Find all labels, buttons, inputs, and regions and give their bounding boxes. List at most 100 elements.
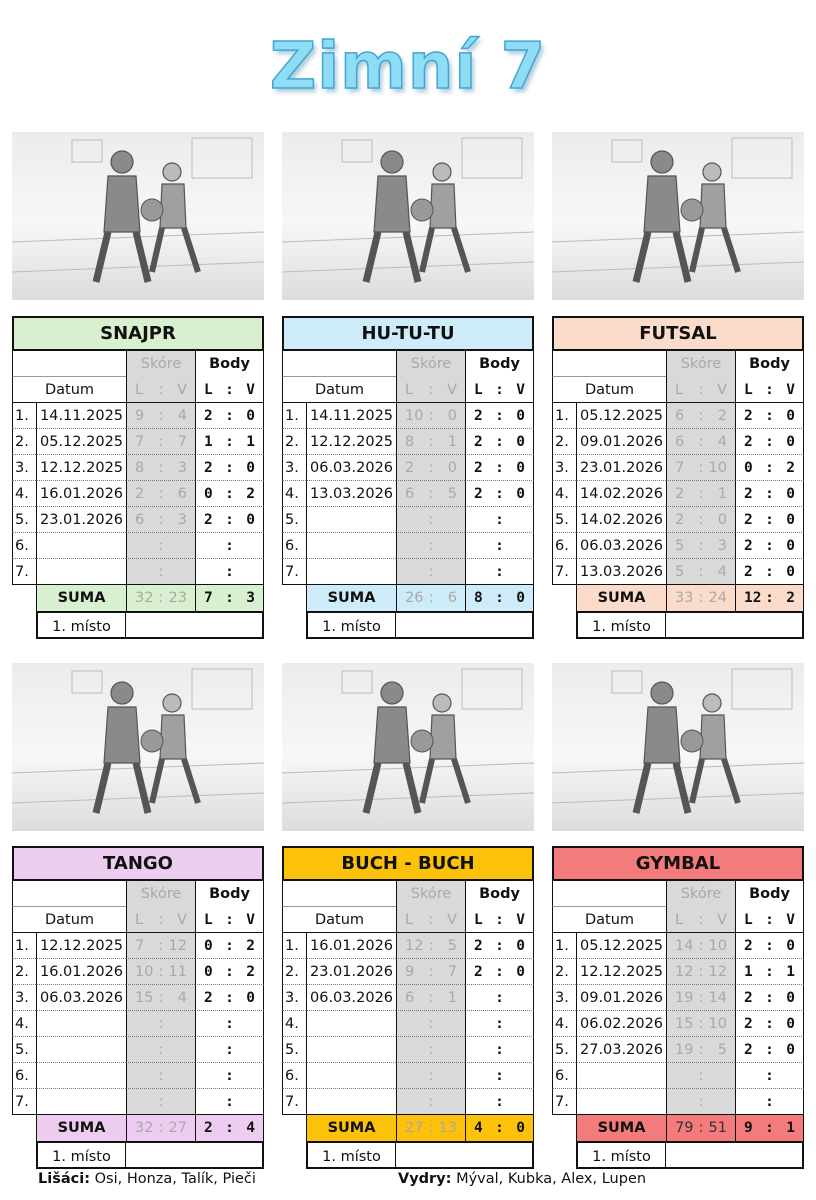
sum-score: 32:23	[126, 585, 195, 611]
left-value: 2	[474, 408, 483, 424]
left-value: 6	[135, 512, 145, 528]
row-date: 23.01.2026	[576, 455, 666, 481]
row-score: 12:12	[666, 959, 735, 985]
right-value: V	[447, 382, 457, 398]
separator: :	[158, 434, 164, 450]
score-header: Skóre	[666, 351, 735, 377]
right-value	[507, 559, 525, 584]
sum-points: 8:0	[465, 585, 534, 611]
left-value: 2	[744, 938, 753, 954]
separator: :	[698, 382, 704, 398]
left-value: 0	[744, 460, 753, 476]
left-value: 0	[204, 938, 213, 954]
right-value	[507, 1063, 525, 1088]
separator: :	[698, 408, 704, 424]
right-value: 5	[717, 1042, 727, 1058]
separator: :	[495, 990, 504, 1006]
sketch-image-boy-holding-ball	[12, 132, 264, 300]
row-score: 8:1	[396, 429, 465, 455]
row-date	[306, 559, 396, 585]
row-score: :	[126, 1063, 195, 1089]
sketch-image-boy-dribbling-ball	[12, 663, 264, 831]
left-value	[405, 1037, 423, 1062]
score-lv-header: L: V	[126, 907, 195, 933]
separator: :	[765, 408, 774, 424]
separator: :	[428, 512, 434, 528]
sketch-image-boys-playing-futsal	[552, 132, 804, 300]
sum-score: 79:51	[666, 1115, 735, 1141]
left-value	[474, 1089, 492, 1114]
left-value	[135, 1011, 153, 1036]
right-value: 12	[168, 938, 187, 954]
left-value	[744, 1089, 762, 1114]
row-date	[306, 1089, 396, 1115]
right-value: 0	[786, 564, 795, 580]
row-date: 14.11.2025	[306, 403, 396, 429]
separator: :	[495, 434, 504, 450]
right-value: 0	[516, 590, 525, 606]
separator: :	[225, 512, 234, 528]
left-value: 2	[744, 486, 753, 502]
separator: :	[225, 486, 234, 502]
row-score: :	[126, 1037, 195, 1063]
row-points: :	[465, 1011, 534, 1037]
right-value: 2	[246, 938, 255, 954]
right-value: 11	[168, 964, 187, 980]
left-value: 7	[135, 434, 145, 450]
row-points: 2:0	[465, 455, 534, 481]
points-header: Body	[465, 881, 534, 907]
place-value	[665, 611, 804, 639]
separator: :	[158, 964, 164, 980]
right-value	[777, 1063, 795, 1088]
right-value: 0	[447, 408, 457, 424]
row-date	[306, 533, 396, 559]
row-date: 16.01.2026	[36, 481, 126, 507]
left-value: 2	[135, 486, 145, 502]
right-value	[169, 1063, 187, 1088]
right-value: 0	[717, 512, 727, 528]
left-value: 6	[675, 434, 685, 450]
left-value	[474, 1063, 492, 1088]
sum-label: SUMA	[36, 1115, 126, 1141]
row-number: 2.	[12, 959, 36, 985]
header-blank	[12, 881, 150, 907]
row-number: 6.	[12, 1063, 36, 1089]
separator: :	[495, 912, 504, 928]
row-number: 7.	[282, 1089, 306, 1115]
right-value: 24	[708, 590, 727, 606]
sum-points: 7:3	[195, 585, 264, 611]
separator: :	[428, 434, 434, 450]
right-value: 13	[438, 1120, 457, 1136]
place-label: 1. místo	[36, 1141, 126, 1169]
row-score: 6:1	[396, 985, 465, 1011]
row-points: :	[465, 533, 534, 559]
left-value	[474, 1037, 492, 1062]
row-points: 2:0	[465, 429, 534, 455]
place-label: 1. místo	[576, 1141, 666, 1169]
row-score: 6:4	[666, 429, 735, 455]
sum-score: 26:6	[396, 585, 465, 611]
left-value: 9	[135, 408, 145, 424]
row-score: 6:2	[666, 403, 735, 429]
left-value	[135, 533, 153, 558]
right-value: 6	[447, 590, 457, 606]
right-value	[237, 559, 255, 584]
row-number: 4.	[12, 481, 36, 507]
right-value	[439, 1011, 457, 1036]
left-value: 2	[744, 408, 753, 424]
separator: :	[495, 408, 504, 424]
left-value: 8	[135, 460, 145, 476]
right-value: 2	[246, 964, 255, 980]
row-number: 4.	[552, 481, 576, 507]
right-value	[237, 1011, 255, 1036]
separator: :	[698, 460, 704, 476]
separator: :	[428, 964, 434, 980]
separator: :	[495, 964, 504, 980]
separator: :	[158, 564, 164, 580]
left-value	[135, 1063, 153, 1088]
separator: :	[158, 1068, 164, 1084]
row-date: 14.11.2025	[36, 403, 126, 429]
row-number: 6.	[12, 533, 36, 559]
separator: :	[158, 912, 164, 928]
right-value	[169, 533, 187, 558]
